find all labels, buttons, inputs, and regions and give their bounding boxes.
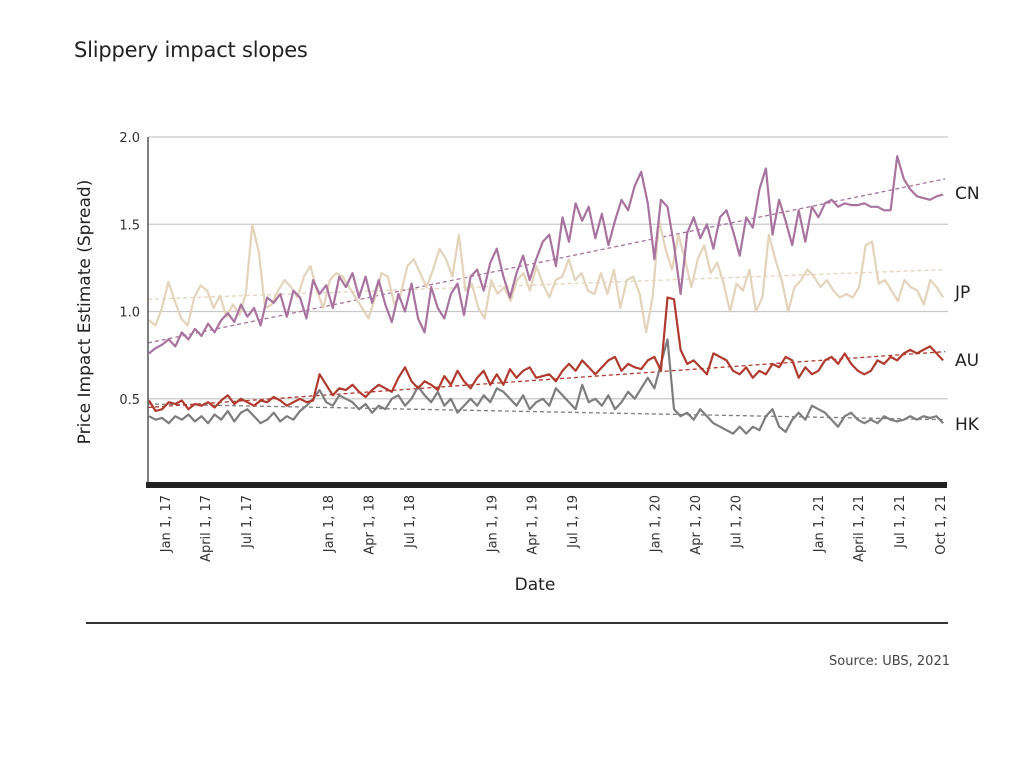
x-tick-label: Jan 1, 21 [812,495,827,553]
series-labels: CN JP AU HK [954,184,980,435]
series-label-au: AU [955,351,979,371]
x-tick-label: April 1, 21 [852,495,867,562]
source-note: Source: UBS, 2021 [829,654,950,669]
x-tick-label: Jul 1, 17 [240,495,255,549]
x-tick-label: Oct 1, 21 [934,495,949,555]
y-tick-label: 2.0 [119,131,140,146]
x-tick-label: Jan 1, 18 [322,495,337,553]
y-axis-title: Price Impact Estimate (Spread) [75,180,95,445]
trend-line-jp [147,268,946,300]
x-tick-label: Jan 1, 20 [648,495,663,553]
series-lines [148,155,945,435]
series-line-hk [148,338,944,435]
x-axis-title: Date [515,575,556,595]
x-tick-label: Jul 1, 18 [403,495,418,549]
chart-title: Slippery impact slopes [74,38,308,62]
y-tick-label: 0.5 [119,393,140,408]
series-label-jp: JP [954,283,970,303]
series-line-cn [148,155,944,355]
x-tick-label: Jul 1, 20 [730,495,745,549]
x-tick-label: Jan 1, 19 [485,495,500,553]
x-tick-label: Apr 1, 20 [689,495,704,555]
x-tick-label: Jul 1, 19 [566,495,581,549]
x-tick-label: Apr 1, 18 [362,495,377,555]
trend-lines [147,178,946,421]
x-tick-label: Apr 1, 19 [525,495,540,555]
series-label-hk: HK [955,415,980,435]
series-line-au [148,296,944,413]
trend-line-au [147,350,946,409]
series-line-jp [148,219,945,334]
y-tick-label: 1.0 [119,306,140,321]
x-axis-ticks: Jan 1, 17 April 1, 17 Jul 1, 17 Jan 1, 18 Ap… [159,495,949,562]
trend-line-cn [147,178,946,344]
x-tick-label: Jul 1, 21 [893,495,908,549]
y-axis-ticks: 0.5 1.0 1.5 2.0 [119,131,140,408]
x-tick-label: April 1, 17 [199,495,214,562]
x-axis-bar [146,482,947,488]
x-tick-label: Jan 1, 17 [159,495,174,553]
y-tick-label: 1.5 [119,218,140,233]
series-label-cn: CN [955,184,980,204]
